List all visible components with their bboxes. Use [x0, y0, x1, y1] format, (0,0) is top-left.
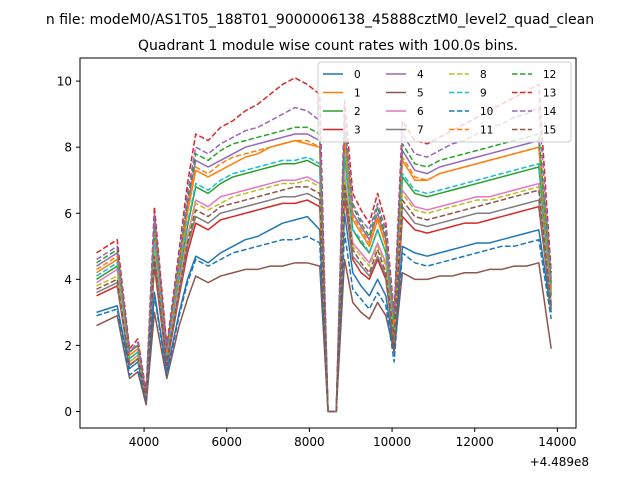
chart-title: Quadrant 1 module wise count rates with …: [138, 38, 518, 54]
legend-label-0: 0: [354, 69, 361, 81]
figure-suptitle: n file: modeM0/AS1T05_188T01_9000006138_…: [46, 12, 594, 28]
y-tick-label: 10: [57, 75, 72, 89]
x-tick-label: 12000: [456, 435, 494, 449]
x-axis: 4000 6000 8000 10000 12000 14000: [129, 428, 576, 449]
x-tick-label: 10000: [373, 435, 411, 449]
y-tick-label: 2: [64, 339, 72, 353]
y-tick-label: 8: [64, 141, 72, 155]
legend-label-1: 1: [354, 88, 361, 100]
x-tick-label: 4000: [129, 435, 160, 449]
legend-label-4: 4: [417, 69, 424, 81]
x-tick-label: 6000: [211, 435, 242, 449]
legend-label-10: 10: [480, 106, 493, 118]
legend-label-12: 12: [543, 69, 556, 81]
legend-box: [317, 61, 572, 143]
legend-label-3: 3: [354, 125, 361, 137]
axes-frame: [79, 57, 577, 429]
y-tick-label: 6: [64, 207, 72, 221]
plot-area: [96, 77, 552, 413]
legend-label-14: 14: [543, 106, 557, 118]
x-offset-text: +4.489e8: [530, 455, 589, 469]
legend-label-9: 9: [480, 88, 487, 100]
y-axis: 0 2 4 6 8 10: [57, 75, 80, 419]
legend-label-11: 11: [480, 125, 493, 137]
legend-label-2: 2: [354, 106, 361, 118]
y-tick-label: 0: [64, 405, 72, 419]
legend-label-13: 13: [543, 88, 556, 100]
legend-label-5: 5: [417, 88, 424, 100]
x-tick-label: 8000: [294, 435, 325, 449]
legend-label-7: 7: [417, 125, 424, 137]
legend-label-15: 15: [543, 125, 556, 137]
legend-label-6: 6: [417, 106, 424, 118]
legend-label-8: 8: [480, 69, 487, 81]
y-tick-label: 4: [64, 273, 72, 287]
x-tick-label: 14000: [538, 435, 576, 449]
series-line-15: [96, 182, 552, 413]
